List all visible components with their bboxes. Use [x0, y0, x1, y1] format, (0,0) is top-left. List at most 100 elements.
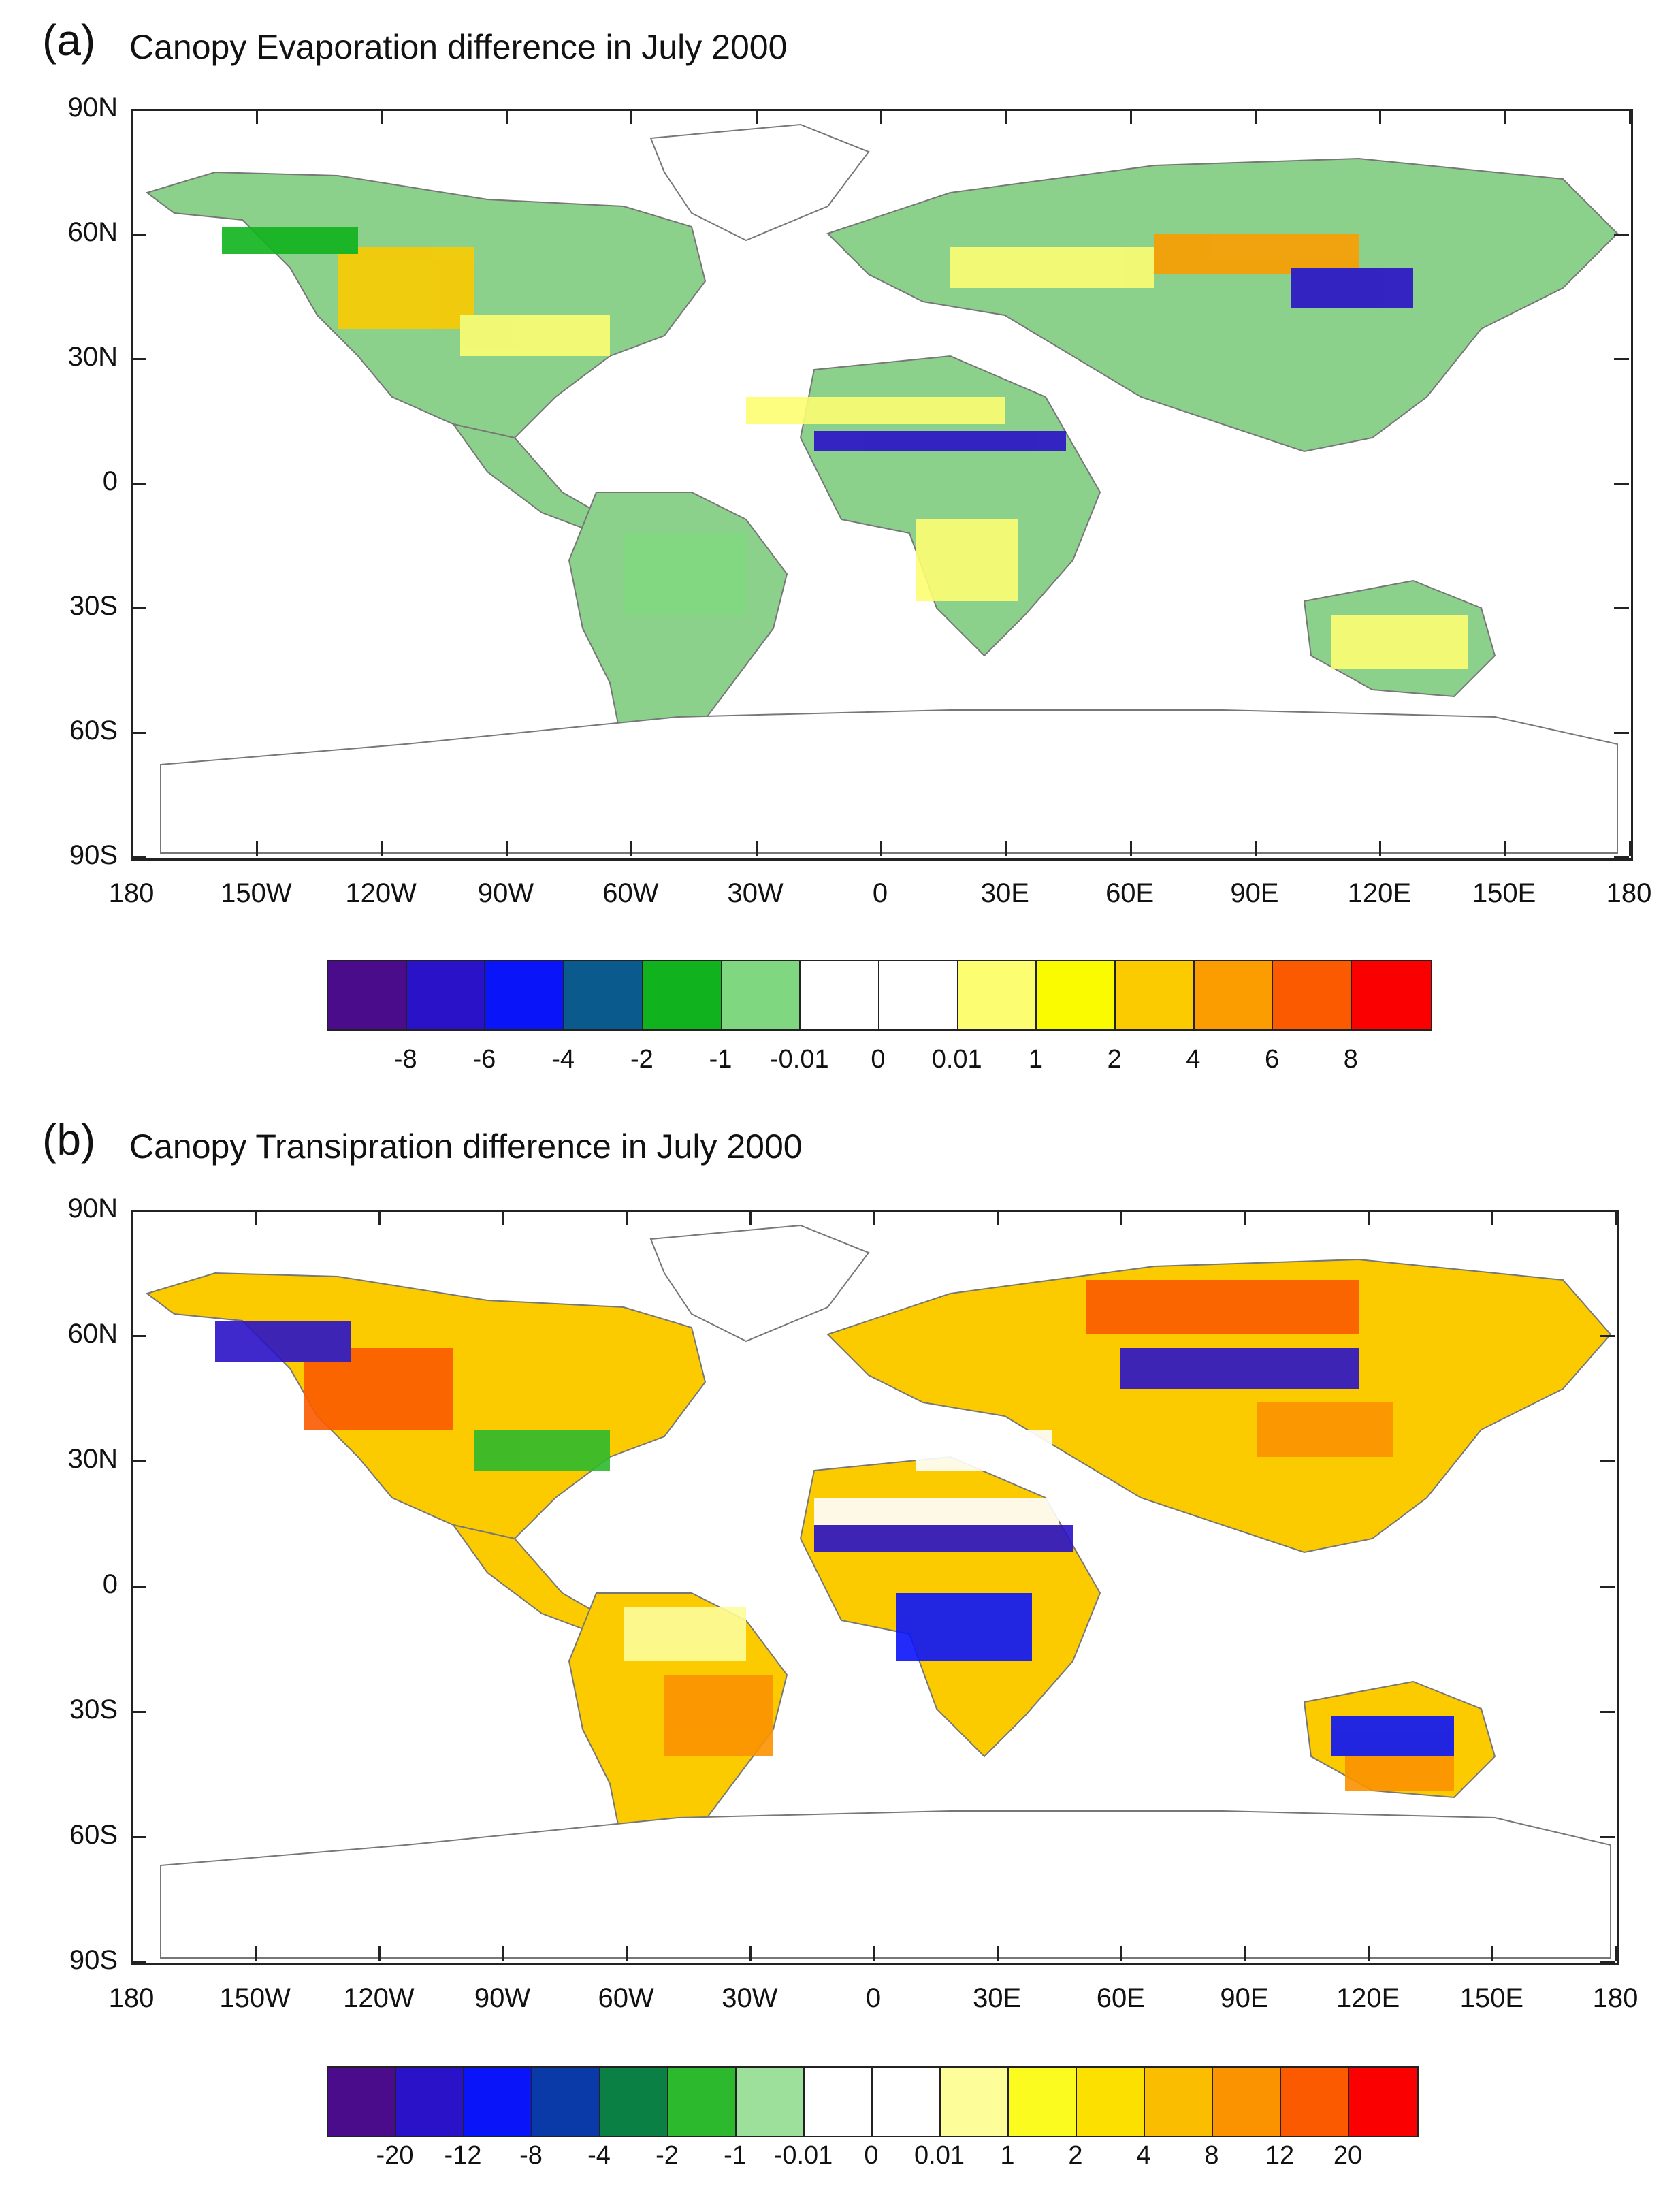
longitude-tick-label: 180: [108, 1983, 155, 2013]
latitude-tick-label: 0: [102, 1569, 118, 1599]
legend-swatch: [1349, 2068, 1417, 2136]
legend-swatch: [873, 2068, 941, 2136]
antarctica: [160, 1810, 1611, 1959]
longitude-tick-label: 180: [1592, 1983, 1638, 2013]
longitude-tick: [1629, 841, 1631, 856]
longitude-tick: [1615, 1210, 1617, 1225]
longitude-tick-label: 90E: [1230, 878, 1279, 908]
latitude-tick-label: 30N: [67, 1444, 118, 1474]
longitude-tick: [880, 841, 882, 856]
legend-label: -2: [656, 2141, 679, 2170]
panel-label: (b): [42, 1115, 96, 1164]
longitude-tick-label: 0: [865, 1983, 882, 2013]
latitude-tick: [131, 856, 146, 858]
legend-swatch: [1077, 2068, 1145, 2136]
latitude-tick: [1614, 234, 1629, 236]
latitude-tick-label: 30S: [69, 591, 118, 621]
longitude-tick: [749, 1210, 752, 1225]
legend-label: -0.01: [769, 1045, 829, 1074]
legend-swatch: [1213, 2068, 1281, 2136]
longitude-tick: [1120, 1946, 1123, 1961]
legend-swatch: [805, 2068, 873, 2136]
longitude-tick-label: 60W: [602, 878, 659, 908]
legend-swatch: [1273, 961, 1353, 1029]
latitude-tick: [131, 607, 146, 609]
legend-label: -6: [472, 1045, 496, 1074]
legend-swatch: [1352, 961, 1431, 1029]
longitude-tick: [873, 1946, 875, 1961]
legend-swatch: [406, 961, 486, 1029]
greenland: [649, 123, 870, 242]
legend-label: -0.01: [773, 2141, 833, 2170]
latitude-tick: [1614, 483, 1629, 485]
legend-label: 8: [1343, 1045, 1358, 1074]
latitude-tick: [1614, 109, 1629, 111]
legend-swatch: [600, 2068, 668, 2136]
longitude-tick: [256, 841, 259, 856]
longitude-tick: [755, 109, 758, 124]
latitude-tick: [131, 732, 146, 734]
legend-label: -1: [709, 1045, 732, 1074]
legend-label: 20: [1333, 2141, 1363, 2170]
longitude-tick: [755, 841, 758, 856]
latitude-tick: [1600, 1335, 1615, 1337]
legend-swatch: [958, 961, 1037, 1029]
latitude-tick-label: 90N: [67, 1193, 118, 1223]
longitude-tick-label: 120W: [343, 1983, 415, 2013]
map-title: Canopy Evaporation difference in July 20…: [129, 28, 788, 66]
legend-label: 0.01: [914, 2141, 965, 2170]
longitude-tick: [630, 841, 633, 856]
longitude-tick-label: 150W: [219, 1983, 291, 2013]
legend-label: -12: [444, 2141, 482, 2170]
longitude-tick: [1120, 1210, 1123, 1225]
legend-label: -2: [630, 1045, 653, 1074]
longitude-tick: [381, 841, 383, 856]
longitude-tick-label: 150E: [1472, 878, 1536, 908]
latitude-tick: [131, 1586, 146, 1588]
panel-b: (b) Canopy Transipration difference in J…: [0, 1100, 1680, 2199]
longitude-tick-label: 120E: [1336, 1983, 1400, 2013]
legend-swatch: [532, 2068, 600, 2136]
legend-swatch: [328, 2068, 396, 2136]
eurasia: [826, 157, 1619, 453]
longitude-tick: [1491, 1210, 1494, 1225]
longitude-tick-label: 90W: [474, 1983, 531, 2013]
legend-label: 2: [1068, 2141, 1083, 2170]
antarctica: [160, 709, 1618, 854]
longitude-tick: [1244, 1210, 1246, 1225]
latitude-tick: [1614, 856, 1629, 858]
latitude-tick: [131, 1836, 146, 1838]
latitude-tick: [1614, 732, 1629, 734]
latitude-tick-label: 60N: [67, 1319, 118, 1349]
legend-label: 0: [864, 2141, 879, 2170]
legend-swatch: [564, 961, 643, 1029]
legend-label: -20: [376, 2141, 414, 2170]
legend-label: 0.01: [931, 1045, 982, 1074]
longitude-tick: [506, 109, 508, 124]
eurasia: [826, 1258, 1612, 1554]
legend-swatch: [1194, 961, 1274, 1029]
latitude-tick-label: 90S: [69, 1945, 118, 1975]
latitude-tick: [1600, 1586, 1615, 1588]
legend-label: -4: [551, 1045, 575, 1074]
longitude-tick: [1504, 109, 1506, 124]
latitude-tick: [131, 234, 146, 236]
latitude-tick: [1600, 1961, 1615, 1963]
longitude-tick: [502, 1210, 504, 1225]
latitude-tick: [131, 358, 146, 360]
longitude-tick: [1129, 841, 1132, 856]
latitude-tick-label: 90N: [67, 93, 118, 123]
latitude-tick: [1614, 607, 1629, 609]
longitude-tick: [1255, 109, 1257, 124]
longitude-tick: [749, 1946, 752, 1961]
longitude-tick: [1379, 109, 1382, 124]
legend-swatch: [722, 961, 801, 1029]
longitude-tick: [1491, 1946, 1494, 1961]
longitude-tick: [131, 1946, 133, 1961]
longitude-tick: [997, 1946, 999, 1961]
latitude-tick: [131, 1335, 146, 1337]
legend-swatch: [941, 2068, 1009, 2136]
longitude-tick: [1005, 841, 1007, 856]
longitude-tick-label: 60E: [1096, 1983, 1145, 2013]
longitude-tick: [131, 1210, 133, 1225]
